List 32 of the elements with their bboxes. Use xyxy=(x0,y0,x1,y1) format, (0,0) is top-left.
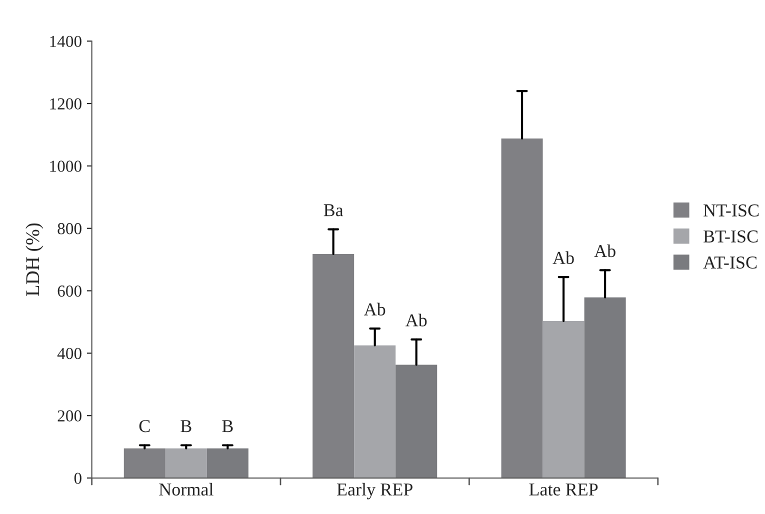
annotation: B xyxy=(180,420,192,432)
x-tick-label: Early REP xyxy=(337,482,412,500)
bar xyxy=(501,138,543,478)
legend-label: NT-ISC xyxy=(704,204,759,217)
y-tick-label: 1200 xyxy=(50,98,82,110)
annotation: Ab xyxy=(552,251,574,264)
bar xyxy=(396,364,438,478)
bar xyxy=(584,297,626,478)
y-tick-label: 200 xyxy=(58,410,82,422)
y-tick-label: 400 xyxy=(57,348,82,360)
annotation: B xyxy=(222,420,233,432)
y-tick-label: 600 xyxy=(58,285,82,297)
annotation: Ab xyxy=(364,302,386,316)
y-tick-label: 800 xyxy=(58,223,82,234)
legend-label: BT-ISC xyxy=(704,230,758,243)
annotation: Ba xyxy=(324,204,344,216)
x-tick-label: Late REP xyxy=(529,484,598,496)
bar xyxy=(542,321,584,478)
y-tick-label: 0 xyxy=(74,472,82,484)
annotation: Ab xyxy=(594,244,616,258)
x-tick-label: Normal xyxy=(159,482,214,496)
bar xyxy=(206,448,248,478)
legend-label: AT-ISC xyxy=(703,256,757,269)
y-tick-label: 1000 xyxy=(50,160,82,172)
bar xyxy=(165,448,207,478)
y-axis-title: LDH (%) xyxy=(26,223,44,296)
bar xyxy=(124,448,166,478)
bar xyxy=(312,254,354,478)
annotation: C xyxy=(139,420,150,432)
bar xyxy=(354,345,396,478)
annotation: Ab xyxy=(406,314,427,326)
y-tick-label: 1400 xyxy=(50,36,82,48)
